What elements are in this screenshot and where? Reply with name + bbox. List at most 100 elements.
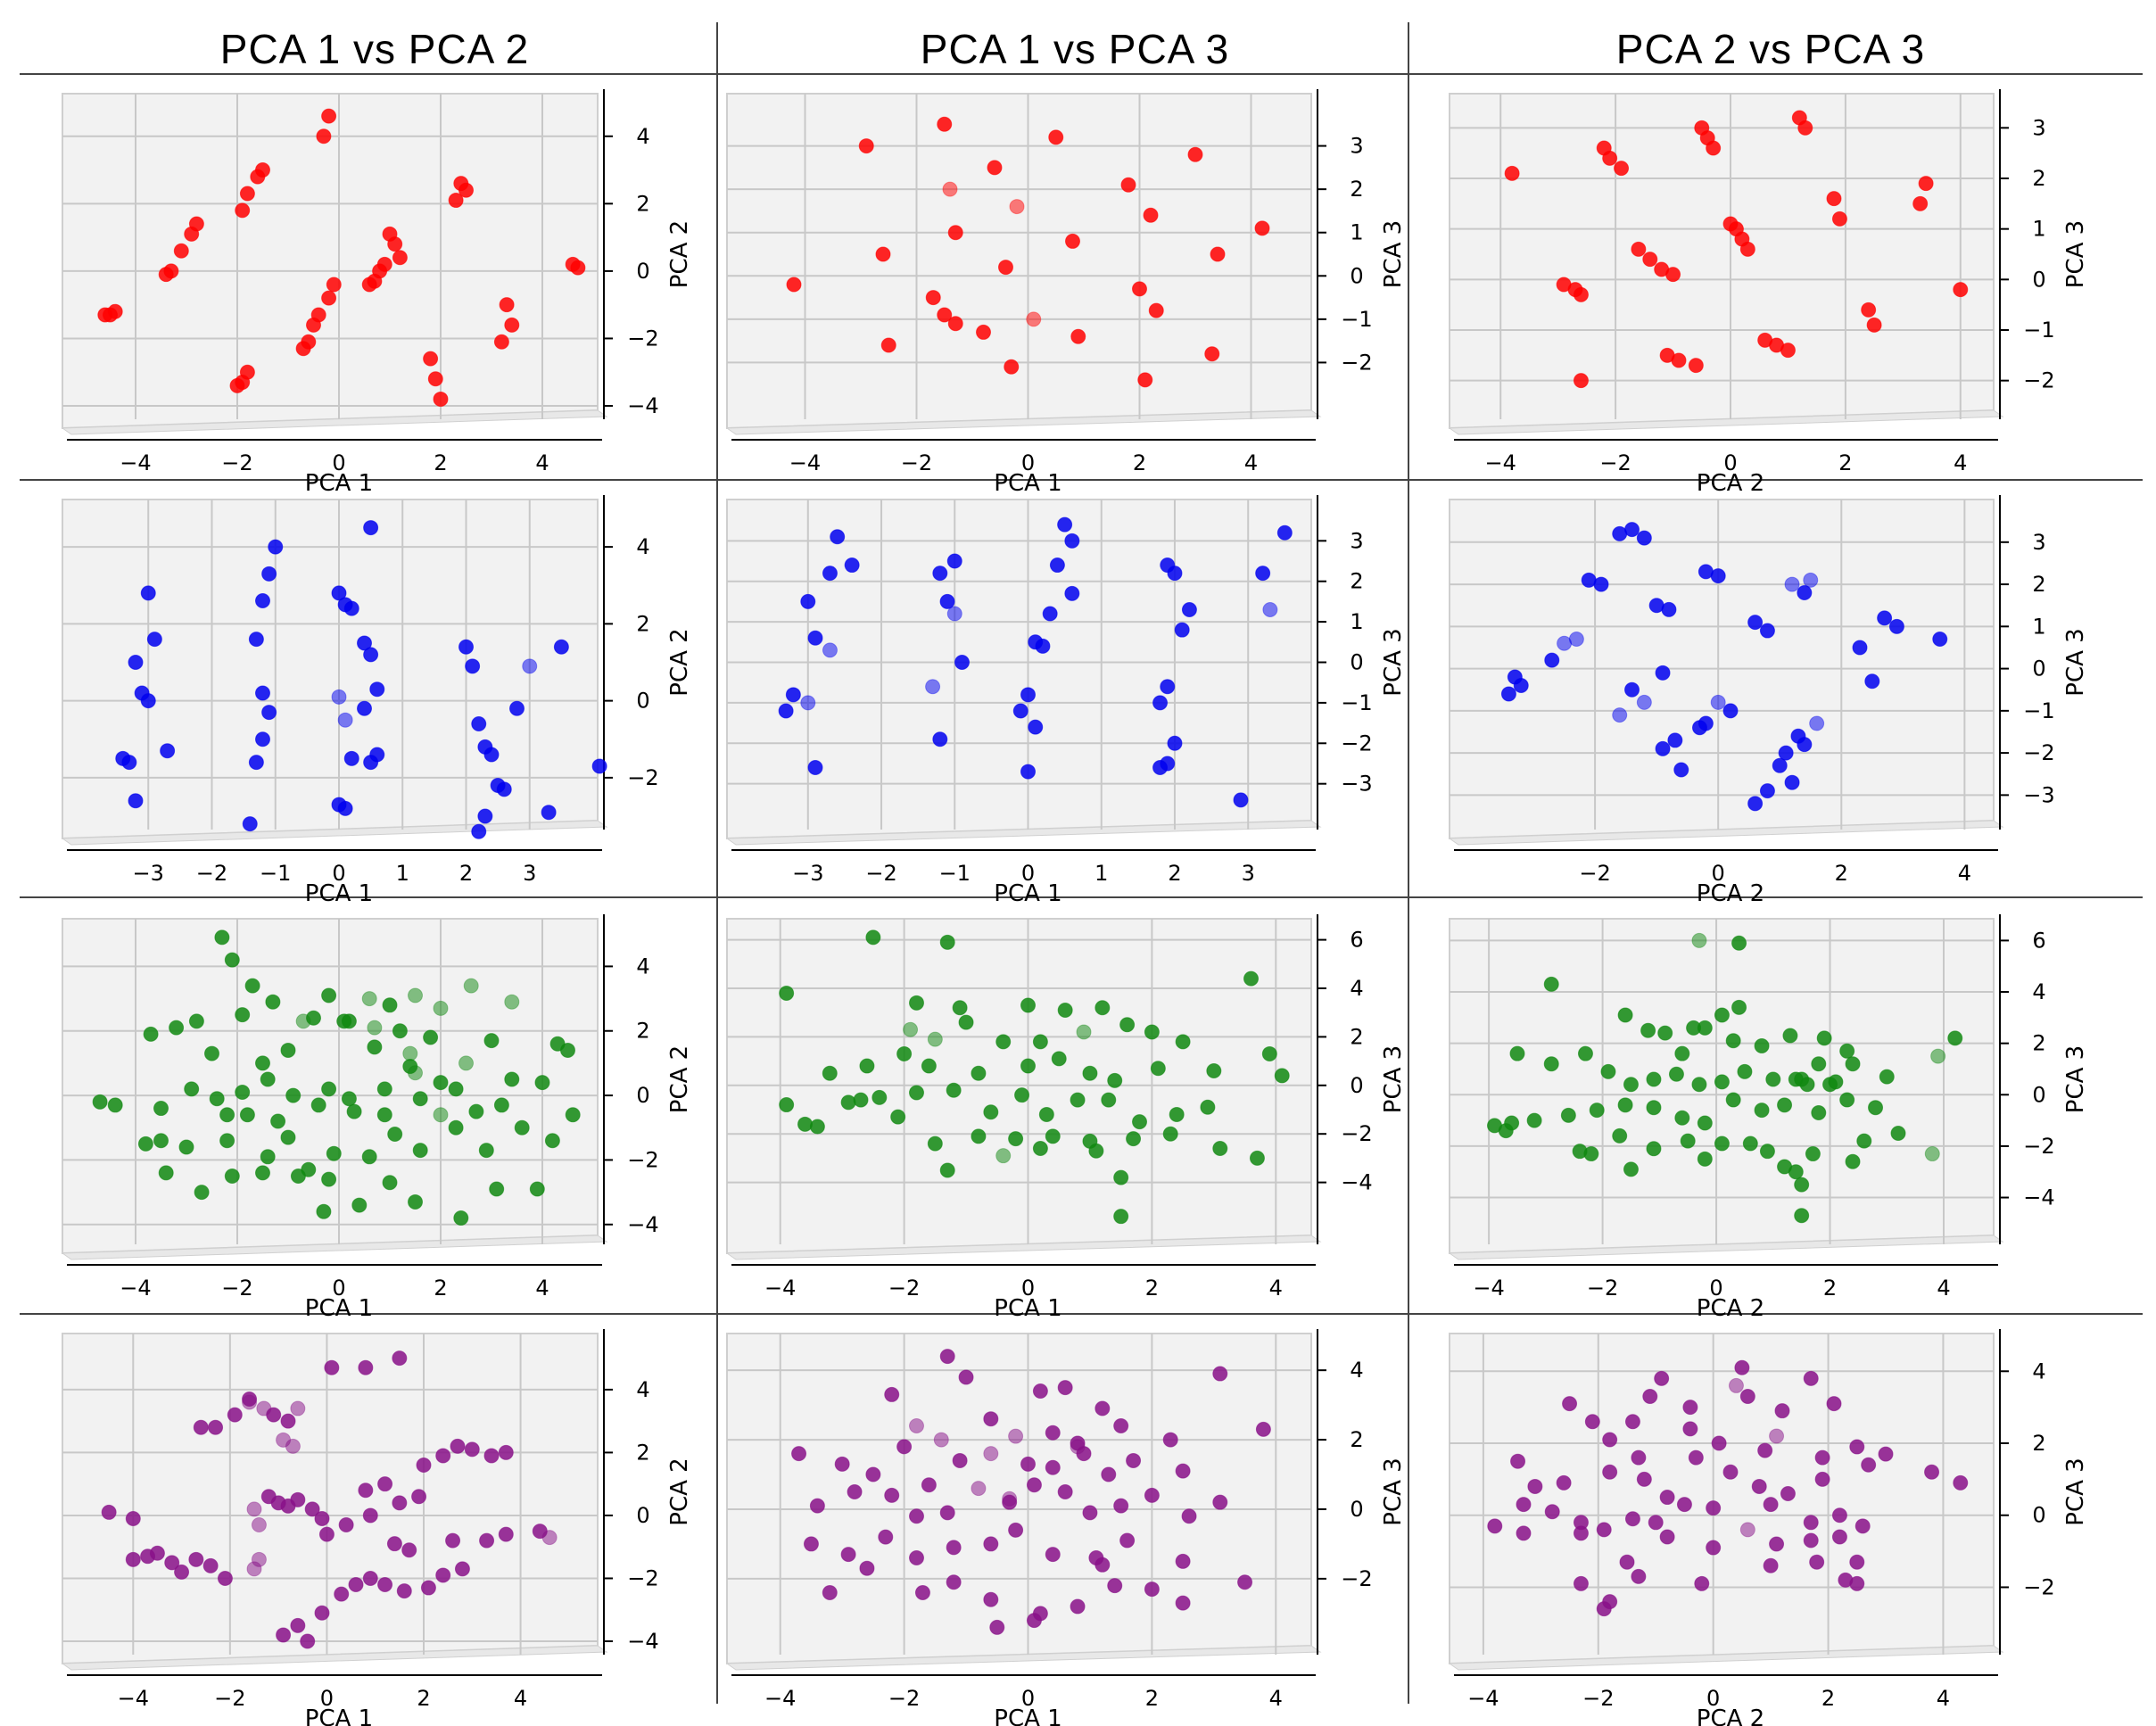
scatter-point <box>1784 774 1800 790</box>
scatter-point <box>1573 1575 1589 1591</box>
scatter-point <box>224 1169 240 1185</box>
scatter-point <box>450 1438 466 1454</box>
scatter-point <box>1276 524 1293 541</box>
scatter-point <box>464 1441 480 1458</box>
scatter-point <box>361 991 377 1007</box>
scatter-point <box>1676 1497 1692 1513</box>
scatter-point <box>1152 695 1169 711</box>
scatter-point <box>1839 1043 1855 1059</box>
scatter-point <box>1113 1169 1129 1185</box>
scatter-point <box>1831 1507 1847 1524</box>
scatter-panel: −4 −2 0 2 4 3 2 1 0 −1 −2 PCA 2 PCA 3 <box>1448 89 2089 497</box>
scatter-point <box>1947 1030 1963 1046</box>
scatter-point <box>248 755 264 771</box>
x-tick-label: −2 <box>901 450 932 475</box>
scatter-point <box>101 1504 117 1520</box>
y-tick-label: −1 <box>1341 690 1372 715</box>
scatter-point <box>1831 1529 1847 1545</box>
scatter-point <box>1583 1146 1599 1162</box>
y-tick-label: −4 <box>627 393 658 418</box>
scatter-point <box>932 566 948 582</box>
scatter-point <box>435 1567 451 1583</box>
scatter-point <box>408 1193 423 1210</box>
scatter-point <box>158 1165 174 1181</box>
scatter-point <box>903 1021 919 1037</box>
scatter-point <box>306 317 321 333</box>
scatter-point <box>1849 1554 1865 1570</box>
scatter-point <box>1212 1141 1228 1157</box>
scatter-point <box>463 978 479 994</box>
x-axis-label: PCA 1 <box>994 470 1061 497</box>
scatter-point <box>1045 1128 1061 1144</box>
scatter-point <box>1095 1000 1111 1016</box>
scatter-point <box>1636 1471 1652 1487</box>
scatter-point <box>909 1085 924 1101</box>
scatter-point <box>1212 1366 1228 1382</box>
scatter-point <box>184 226 200 242</box>
plot-pane <box>1449 93 1995 430</box>
scatter-point <box>318 1526 335 1542</box>
scatter-point <box>834 1456 850 1472</box>
scatter-point <box>1057 1484 1073 1499</box>
scatter-point <box>453 1210 469 1226</box>
scatter-point <box>1668 1066 1684 1082</box>
scatter-point <box>1797 120 1813 136</box>
scatter-point <box>937 307 953 323</box>
scatter-point <box>427 371 443 387</box>
y-tick-label: 2 <box>636 191 649 216</box>
plot-pane <box>726 499 1312 840</box>
x-tick-label: −2 <box>221 450 252 475</box>
x-axis-label: PCA 1 <box>305 1705 373 1726</box>
scatter-point <box>1640 1022 1656 1038</box>
scatter-point <box>387 1126 403 1142</box>
scatter-point <box>1070 1092 1086 1108</box>
scatter-point <box>268 539 284 555</box>
scatter-point <box>865 929 881 946</box>
x-axis-label: PCA 2 <box>1697 1295 1764 1322</box>
x-axis-label: PCA 1 <box>305 470 373 497</box>
scatter-point <box>976 324 991 340</box>
scatter-point <box>1642 252 1658 268</box>
scatter-point <box>261 705 277 721</box>
scatter-point <box>357 635 372 651</box>
scatter-point <box>1274 1068 1290 1084</box>
scatter-point <box>1722 703 1739 719</box>
x-tick-label: 4 <box>1269 1276 1283 1301</box>
scatter-point <box>493 334 509 350</box>
scatter-point <box>1739 1522 1755 1538</box>
scatter-point <box>1082 1133 1098 1149</box>
scatter-point <box>1706 140 1722 156</box>
y-tick-label: 2 <box>2032 1431 2045 1456</box>
scatter-point <box>1932 632 1948 648</box>
scatter-point <box>807 630 823 646</box>
scatter-point <box>1784 576 1800 592</box>
x-axis-label: PCA 2 <box>1697 470 1764 497</box>
scatter-point <box>1143 207 1159 223</box>
scatter-point <box>529 1181 545 1197</box>
scatter-point <box>1794 1177 1810 1193</box>
scatter-point <box>1648 1515 1664 1531</box>
scatter-point <box>1064 585 1080 601</box>
x-tick-label: 0 <box>1712 861 1725 886</box>
floor-pane <box>1448 409 2004 435</box>
x-tick-label: −2 <box>1582 1686 1614 1711</box>
scatter-point <box>1751 1478 1767 1494</box>
scatter-point <box>1673 762 1689 778</box>
scatter-point <box>97 307 113 323</box>
scatter-point <box>1852 640 1868 656</box>
scatter-point <box>255 1055 270 1071</box>
scatter-point <box>433 1107 449 1123</box>
scatter-point <box>995 1034 1012 1050</box>
scatter-point <box>1759 783 1775 799</box>
scatter-point <box>1924 1464 1940 1480</box>
scatter-point <box>1255 1421 1271 1437</box>
scatter-point <box>498 1444 514 1460</box>
scatter-point <box>1879 1069 1895 1085</box>
scatter-point <box>1674 1110 1690 1126</box>
scatter-point <box>412 1091 428 1107</box>
x-axis-label: PCA 2 <box>1697 1705 1764 1726</box>
scatter-point <box>1051 1051 1067 1067</box>
scatter-point <box>1612 1127 1628 1144</box>
scatter-point <box>1636 694 1652 710</box>
scatter-point <box>295 341 311 357</box>
